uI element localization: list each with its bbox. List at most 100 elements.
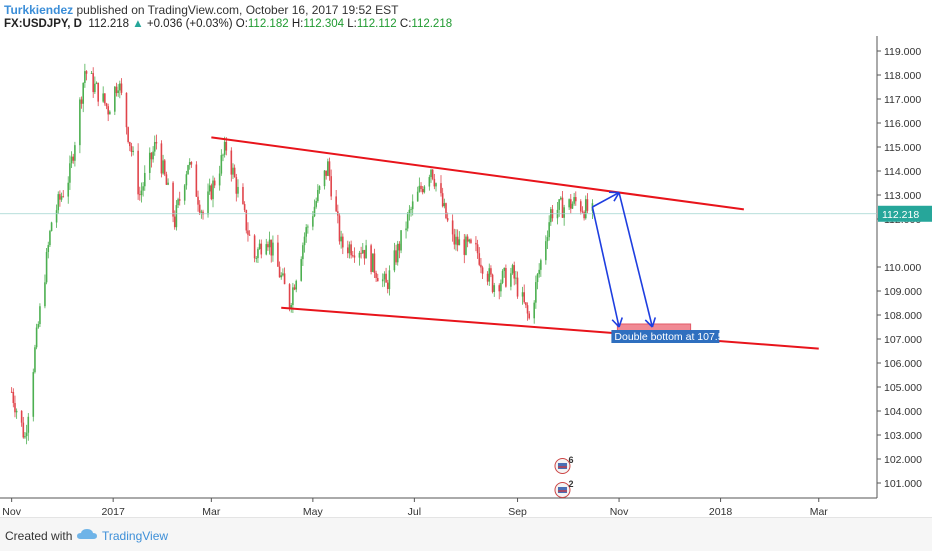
candle-body-145 xyxy=(349,244,351,253)
candle-body-136 xyxy=(327,161,329,175)
candle-body-193 xyxy=(459,239,461,245)
candle-body-71 xyxy=(176,205,178,227)
candle-body-242 xyxy=(573,197,575,204)
candle-body-183 xyxy=(435,183,437,186)
candle-body-194 xyxy=(463,239,465,255)
candle-body-89 xyxy=(219,174,221,186)
candle-body-38 xyxy=(97,83,99,102)
candle-body-125 xyxy=(302,245,304,259)
candle-body-65 xyxy=(162,160,164,173)
candle-body-1 xyxy=(13,392,15,403)
y-tick-label-2: 117.000 xyxy=(884,94,921,106)
candle-body-117 xyxy=(282,273,284,275)
candle-body-63 xyxy=(156,142,158,143)
candle-body-200 xyxy=(477,244,479,253)
candle-body-17 xyxy=(49,231,51,245)
candle-body-230 xyxy=(547,237,549,241)
candle-body-162 xyxy=(387,283,389,289)
candle-body-161 xyxy=(385,274,387,283)
y-tick-label-12: 106.000 xyxy=(884,358,922,370)
candle-body-190 xyxy=(454,234,456,244)
candle-body-100 xyxy=(244,204,246,210)
candle-body-24 xyxy=(67,183,69,197)
y-tick-label-5: 114.000 xyxy=(884,166,921,178)
candle-body-219 xyxy=(522,292,524,296)
candle-body-30 xyxy=(81,99,83,103)
candle-body-108 xyxy=(260,244,262,255)
high-label: H: xyxy=(292,18,304,30)
candle-body-146 xyxy=(350,244,352,255)
candle-body-28 xyxy=(74,145,76,161)
tradingview-link[interactable]: TradingView xyxy=(102,529,168,543)
candle-body-189 xyxy=(452,220,454,234)
candle-body-106 xyxy=(257,249,259,258)
candle-body-248 xyxy=(587,199,589,211)
candle-body-92 xyxy=(224,142,226,155)
y-tick-label-15: 103.000 xyxy=(884,430,922,442)
candle-body-84 xyxy=(207,191,209,214)
channel-line-1 xyxy=(281,308,819,349)
symbol-label: FX:USDJPY, D xyxy=(4,18,82,30)
x-tick-label-0: Nov xyxy=(2,506,21,517)
candle-body-243 xyxy=(575,197,577,201)
close-value: 112.218 xyxy=(411,18,452,30)
candle-body-246 xyxy=(583,212,585,218)
symbol-header: FX:USDJPY, D 112.218 ▲ +0.036 (+0.03%) O… xyxy=(4,18,452,30)
candle-body-218 xyxy=(517,278,519,297)
candle-body-9 xyxy=(32,372,34,417)
y-tick-label-17: 101.000 xyxy=(884,478,922,490)
candle-body-45 xyxy=(116,87,118,93)
candle-body-85 xyxy=(209,185,211,191)
candle-body-133 xyxy=(319,186,321,190)
price-chart[interactable]: 119.000118.000117.000116.000115.000114.0… xyxy=(0,36,932,517)
candle-body-152 xyxy=(364,250,366,258)
candle-body-82 xyxy=(201,212,203,213)
high-value: 112.304 xyxy=(303,18,344,30)
candle-body-167 xyxy=(399,244,401,251)
candle-body-158 xyxy=(377,278,379,281)
candle-body-199 xyxy=(475,243,477,244)
candle-body-223 xyxy=(528,314,530,319)
candle-body-181 xyxy=(432,170,434,179)
candle-body-20 xyxy=(57,194,59,210)
y-tick-label-4: 115.000 xyxy=(884,142,921,154)
candle-body-214 xyxy=(510,273,512,286)
candle-body-169 xyxy=(405,228,407,230)
candle-body-126 xyxy=(304,237,306,245)
candle-body-25 xyxy=(69,163,71,182)
candle-body-247 xyxy=(585,199,587,218)
candle-body-26 xyxy=(71,157,73,164)
candle-body-149 xyxy=(359,253,361,258)
candle-body-23 xyxy=(62,196,64,197)
candles-group xyxy=(11,64,593,444)
candle-body-211 xyxy=(502,271,504,283)
candle-body-153 xyxy=(365,245,367,258)
candle-body-171 xyxy=(409,210,411,214)
candle-body-244 xyxy=(580,201,582,211)
candle-body-54 xyxy=(137,151,139,195)
candle-body-217 xyxy=(515,278,517,279)
candle-body-132 xyxy=(317,190,319,201)
candle-body-12 xyxy=(37,324,39,327)
candle-body-155 xyxy=(372,253,374,271)
candle-body-76 xyxy=(187,165,189,174)
candle-body-107 xyxy=(259,244,261,249)
candle-body-196 xyxy=(467,237,469,242)
candle-body-16 xyxy=(47,245,49,252)
candle-body-6 xyxy=(24,436,26,437)
candle-body-98 xyxy=(237,187,239,194)
candle-body-143 xyxy=(342,237,344,248)
candle-body-215 xyxy=(512,265,514,273)
candle-body-128 xyxy=(307,227,309,228)
candle-body-2 xyxy=(14,403,16,412)
candle-body-156 xyxy=(374,253,376,272)
event-flag-field-0 xyxy=(558,463,567,469)
created-with-text: Created with xyxy=(5,529,72,543)
candle-body-52 xyxy=(131,146,133,152)
author-link[interactable]: Turkkiendez xyxy=(4,3,73,17)
low-label: L: xyxy=(347,18,357,30)
candle-body-131 xyxy=(315,201,317,207)
candle-body-163 xyxy=(389,270,391,289)
candle-body-229 xyxy=(545,241,547,260)
candle-body-227 xyxy=(538,270,540,274)
